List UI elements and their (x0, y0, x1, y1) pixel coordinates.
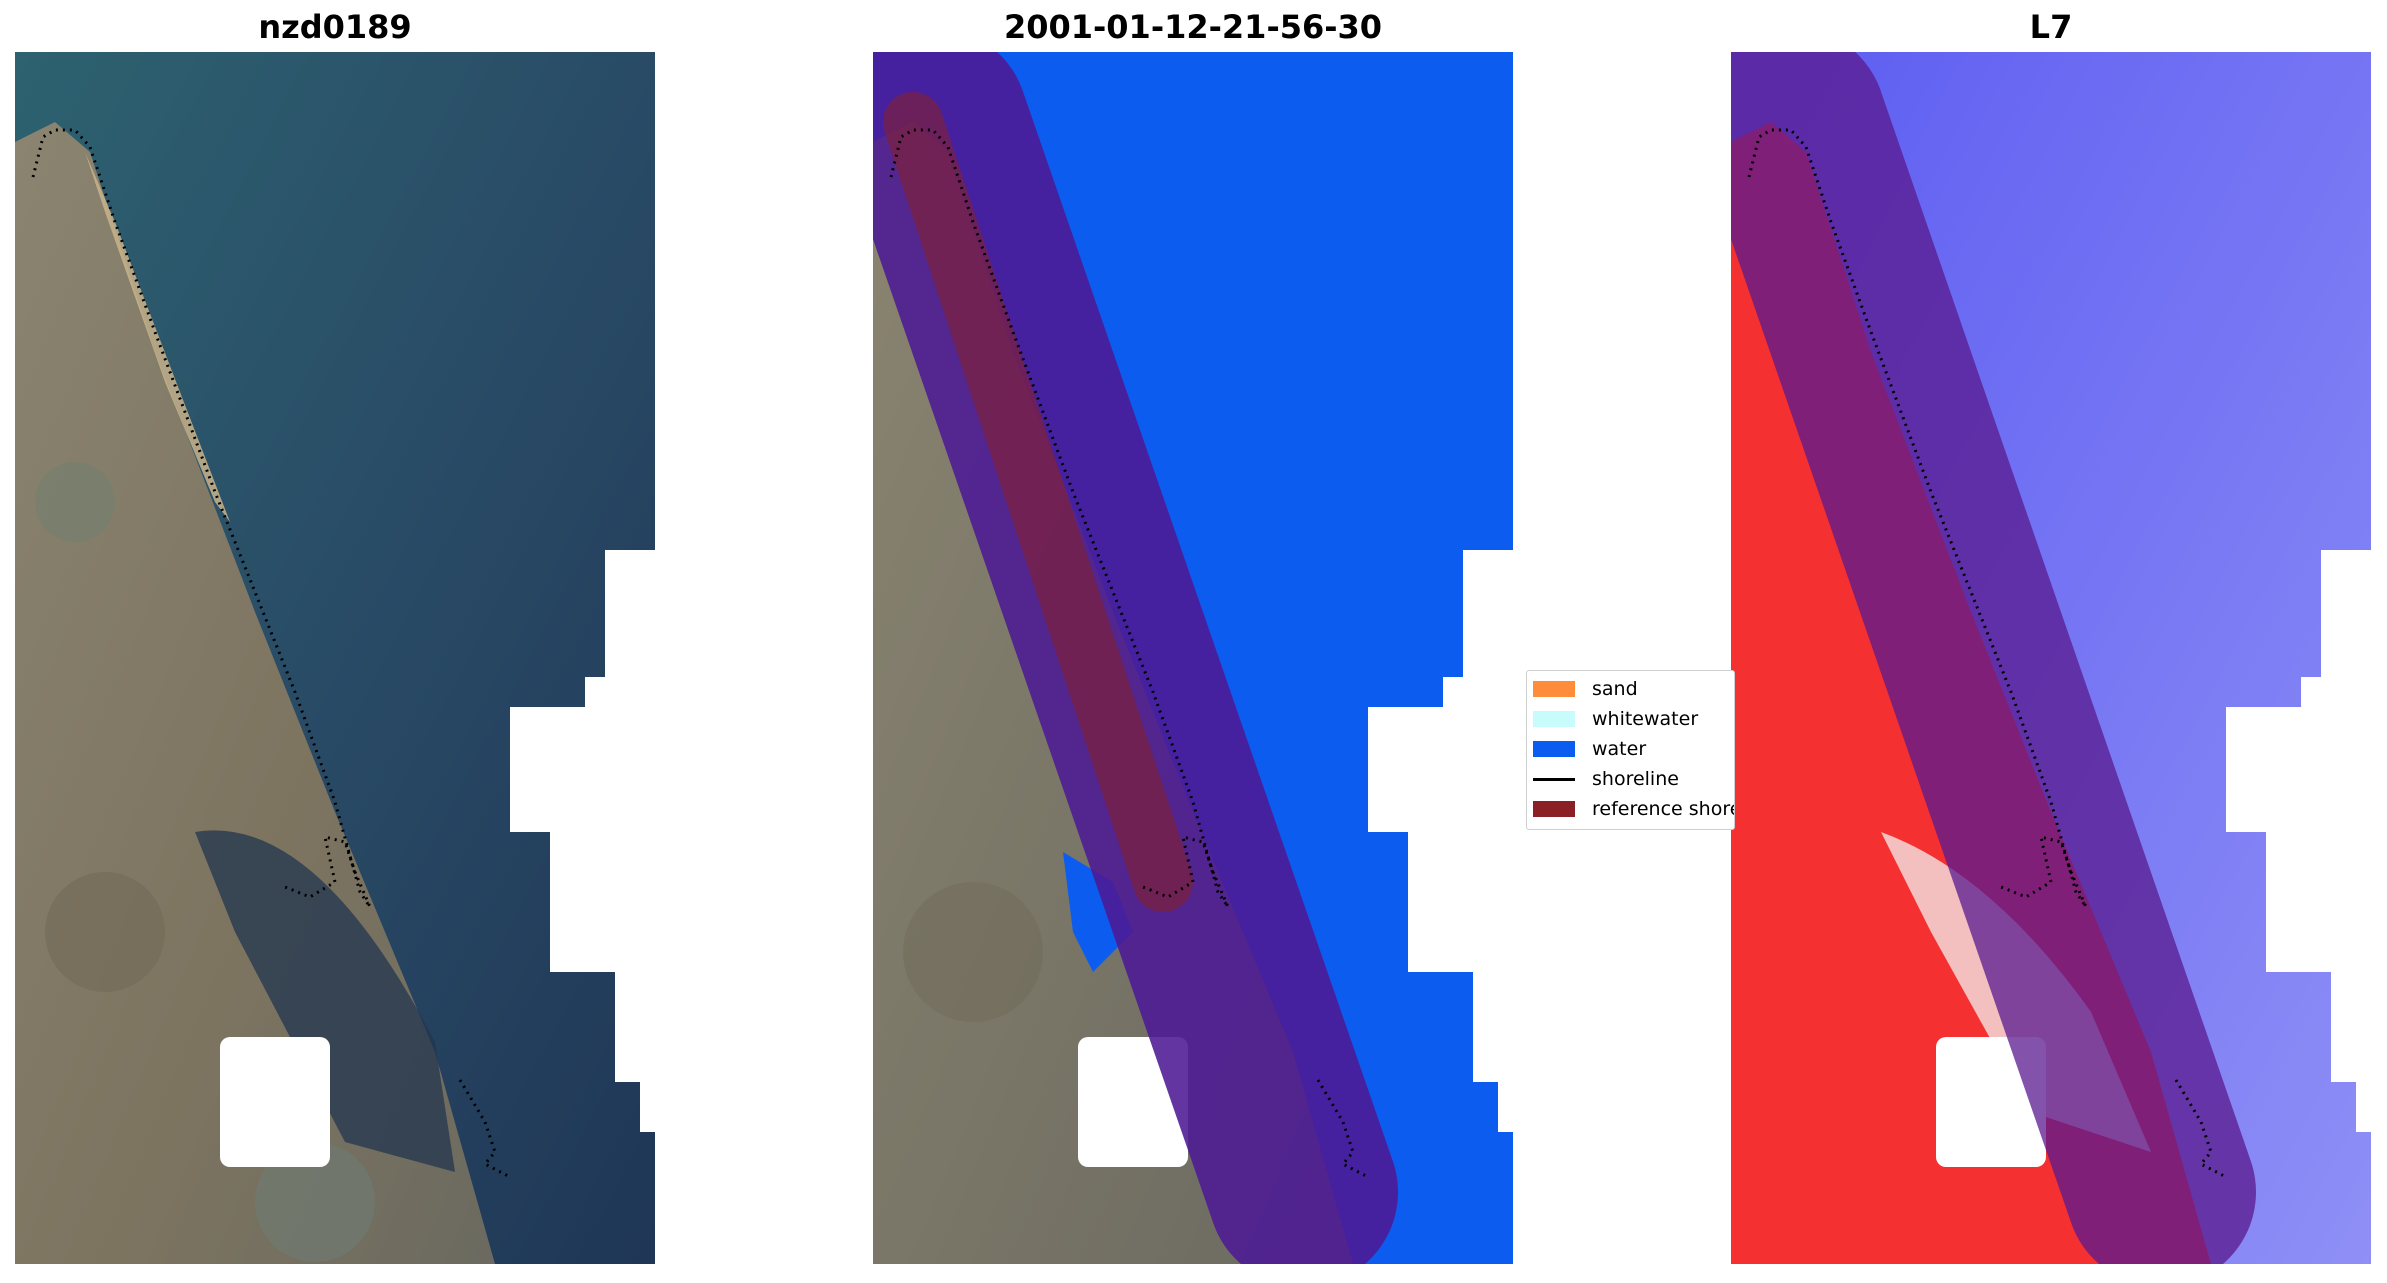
legend-item-reference-buffer: reference shoreline buffer (1527, 797, 1734, 821)
legend-item-sand: sand (1527, 677, 1638, 701)
whitewater-swatch (1533, 711, 1575, 727)
classified-image-panel (873, 52, 1513, 1264)
shoreline-line-swatch (1533, 777, 1575, 781)
legend-label: reference shoreline buffer (1592, 798, 1734, 820)
index-image-panel (1731, 52, 2371, 1264)
water-swatch (1533, 741, 1575, 757)
legend-label: shoreline (1592, 768, 1679, 790)
legend-item-shoreline: shoreline (1527, 767, 1679, 791)
reference-buffer-swatch (1533, 801, 1575, 817)
panel-title-index: L7 (2029, 8, 2073, 46)
rgb-image-panel (15, 52, 655, 1264)
shoreline-trace (889, 128, 1230, 908)
index-map-image (1731, 52, 2371, 1264)
legend-label: water (1592, 738, 1647, 760)
panel-title-classified: 2001-01-12-21-56-30 (1003, 8, 1383, 46)
legend-label: sand (1592, 678, 1638, 700)
legend: sand whitewater water shoreline referenc… (1526, 670, 1735, 830)
legend-label: whitewater (1592, 708, 1699, 730)
sand-swatch (1533, 681, 1575, 697)
rgb-satellite-image (15, 52, 655, 1264)
classified-satellite-image (873, 52, 1513, 1264)
legend-item-whitewater: whitewater (1527, 707, 1698, 731)
panel-title-rgb: nzd0189 (258, 8, 412, 46)
reference-shoreline-band (883, 92, 1193, 912)
legend-item-water: water (1527, 737, 1646, 761)
